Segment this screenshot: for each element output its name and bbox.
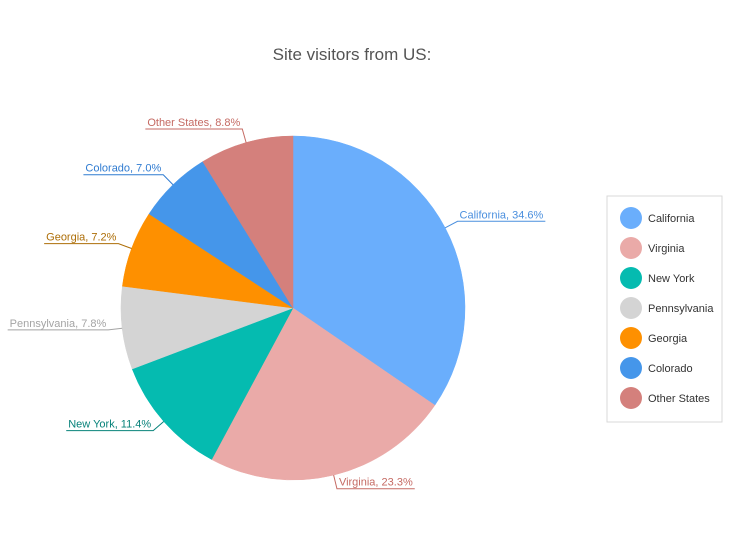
- leader-line-georgia: [44, 243, 132, 249]
- legend-marker-california[interactable]: [620, 207, 642, 229]
- legend-label-california[interactable]: California: [648, 213, 695, 225]
- legend-marker-colorado[interactable]: [620, 357, 642, 379]
- legend-label-new-york[interactable]: New York: [648, 273, 695, 285]
- slice-label-other-states: Other States, 8.8%: [147, 117, 240, 129]
- pie-slice-other-states[interactable]: [202, 135, 294, 309]
- legend-marker-pennsylvania[interactable]: [620, 297, 642, 319]
- legend-label-colorado[interactable]: Colorado: [648, 363, 693, 375]
- legend-marker-virginia[interactable]: [620, 237, 642, 259]
- legend-label-georgia[interactable]: Georgia: [648, 333, 688, 345]
- pie-slice-california[interactable]: [292, 135, 466, 406]
- legend-label-other-states[interactable]: Other States: [648, 393, 710, 405]
- pie-slice-virginia[interactable]: [211, 307, 436, 481]
- slice-label-pennsylvania: Pennsylvania, 7.8%: [10, 318, 107, 330]
- slice-label-new-york: New York, 11.4%: [68, 419, 151, 431]
- slice-label-colorado: Colorado, 7.0%: [85, 163, 161, 175]
- legend-marker-new-york[interactable]: [620, 267, 642, 289]
- legend-marker-georgia[interactable]: [620, 327, 642, 349]
- pie-slices: [120, 135, 466, 481]
- chart-title: Site visitors from US:: [273, 45, 432, 64]
- leader-line-virginia: [333, 475, 415, 490]
- legend: California Virginia New York Pennsylvania Ge…: [606, 195, 723, 423]
- leader-line-pennsylvania: [7, 327, 123, 331]
- legend-label-pennsylvania[interactable]: Pennsylvania: [648, 303, 714, 315]
- slice-label-virginia: Virginia, 23.3%: [339, 477, 413, 489]
- slice-label-georgia: Georgia, 7.2%: [46, 232, 117, 244]
- leader-line-colorado: [83, 174, 174, 186]
- slice-label-california: California, 34.6%: [460, 209, 544, 221]
- legend-marker-other-states[interactable]: [620, 387, 642, 409]
- leader-line-california: [444, 220, 546, 229]
- leader-line-other-states: [145, 128, 247, 143]
- slice-labels: California, 34.6% Virginia, 23.3% New York…: [7, 117, 546, 490]
- legend-label-virginia[interactable]: Virginia: [648, 243, 685, 255]
- leader-line-new-york: [66, 421, 165, 432]
- legend-items: California Virginia New York Pennsylvania Ge…: [620, 207, 714, 409]
